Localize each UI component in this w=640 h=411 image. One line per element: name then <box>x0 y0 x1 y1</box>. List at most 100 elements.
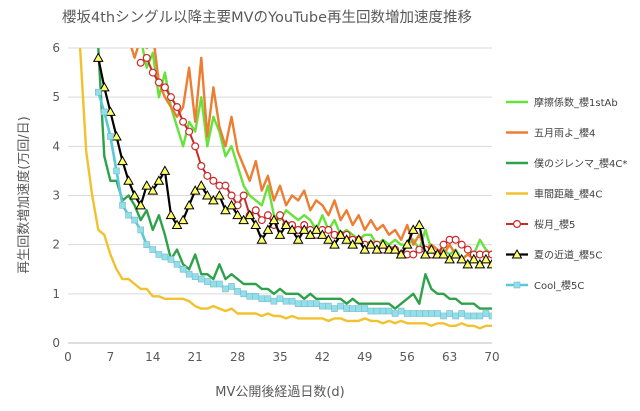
series-layer <box>78 48 492 330</box>
data-point <box>185 127 194 136</box>
data-point <box>227 191 236 200</box>
data-point <box>451 235 460 244</box>
data-point <box>361 305 369 312</box>
x-tick-label: 21 <box>188 350 203 364</box>
data-point <box>252 292 260 300</box>
data-point <box>294 300 302 307</box>
x-tick-label: 14 <box>145 350 160 364</box>
data-point <box>136 58 145 67</box>
data-point <box>488 250 492 259</box>
data-point <box>420 248 431 259</box>
data-point <box>367 307 375 315</box>
data-point <box>428 310 435 317</box>
legend-label: 五月雨よ_櫻4 <box>534 127 595 140</box>
data-point <box>119 202 126 209</box>
data-point <box>166 93 175 102</box>
data-point <box>113 167 120 175</box>
data-point <box>409 310 417 317</box>
data-point <box>286 224 298 234</box>
data-point <box>397 307 405 315</box>
data-point <box>173 261 181 268</box>
data-point <box>268 214 280 225</box>
data-point <box>173 102 182 111</box>
data-point <box>409 250 418 259</box>
data-point <box>131 216 138 224</box>
data-point <box>149 246 157 253</box>
data-point <box>177 214 189 225</box>
data-point <box>197 162 206 171</box>
data-point <box>171 219 183 229</box>
data-point <box>463 245 472 254</box>
data-point <box>359 244 371 254</box>
y-tick-label: 1 <box>52 287 60 301</box>
x-tick-label: 63 <box>442 350 457 364</box>
data-point <box>154 78 163 87</box>
data-point <box>298 224 310 234</box>
x-axis-label: MV公開後経過日数(d) <box>215 385 345 400</box>
data-point <box>371 244 383 254</box>
x-tick-label: 35 <box>272 350 287 364</box>
data-point <box>446 310 453 317</box>
y-tick-label: 3 <box>52 189 60 203</box>
legend-label: 摩擦係数_櫻1stAb <box>534 96 618 109</box>
data-point <box>129 189 140 200</box>
series-line <box>97 91 492 318</box>
data-point <box>438 248 449 259</box>
data-point <box>306 300 314 307</box>
y-tick-label: 0 <box>52 336 60 350</box>
data-point <box>282 297 290 305</box>
x-tick-labels: 0 7 14 21 28 35 42 49 56 63 70 <box>64 350 499 364</box>
data-point <box>137 226 144 234</box>
data-point <box>377 239 389 249</box>
data-point <box>324 225 333 234</box>
series-line <box>97 48 492 310</box>
data-point <box>337 302 344 310</box>
data-point <box>250 219 262 229</box>
data-point <box>221 181 230 190</box>
legend-item: 桜月_櫻5 <box>506 218 575 231</box>
data-point <box>226 199 237 210</box>
data-point <box>147 185 159 195</box>
data-point <box>228 283 235 290</box>
data-point <box>280 219 292 229</box>
data-point <box>347 239 359 249</box>
data-point <box>476 312 484 320</box>
data-point <box>434 310 441 317</box>
data-point <box>258 295 266 303</box>
data-point <box>456 253 468 264</box>
data-point <box>403 310 411 317</box>
data-point <box>379 307 387 315</box>
legend-marker <box>513 281 521 289</box>
data-point <box>486 258 492 269</box>
data-point <box>183 199 195 210</box>
data-point <box>389 244 401 254</box>
data-point <box>222 285 229 293</box>
legend-marker <box>512 220 521 229</box>
data-point <box>189 185 201 195</box>
legend-item: 夏の近道_櫻5C <box>506 249 602 262</box>
legend-item: 僕のジレンマ_櫻4C* <box>506 157 627 170</box>
data-point <box>208 194 219 205</box>
data-point <box>201 189 213 200</box>
data-point <box>239 191 248 200</box>
data-point <box>210 280 217 288</box>
data-point <box>214 189 225 200</box>
y-tick-label: 5 <box>52 90 60 104</box>
y-tick-label: 2 <box>52 238 60 252</box>
chart-title: 櫻坂4thシングル以降主要MVのYouTube再生回数増加速度推移 <box>62 9 472 26</box>
data-point <box>246 292 254 300</box>
data-point <box>373 307 381 315</box>
data-point <box>238 214 250 225</box>
legend-label: Cool_櫻5C <box>534 279 584 292</box>
data-point <box>264 295 272 303</box>
data-point <box>355 305 363 312</box>
data-point <box>165 209 177 220</box>
x-tick-label: 28 <box>230 350 245 364</box>
data-point <box>92 52 104 62</box>
data-point <box>117 155 128 166</box>
data-point <box>148 68 157 77</box>
data-point <box>422 310 429 317</box>
data-point <box>488 312 492 320</box>
data-point <box>191 142 200 151</box>
